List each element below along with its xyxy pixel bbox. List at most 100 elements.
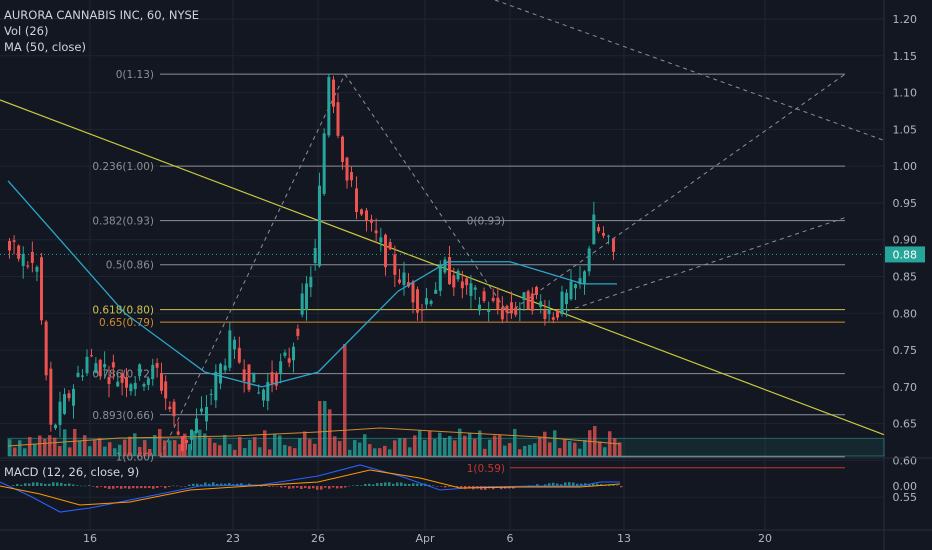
candle-body <box>365 210 368 222</box>
fib-level-label: 0(1.13) <box>116 69 154 81</box>
legend-ma[interactable]: MA (50, close) <box>4 40 86 54</box>
candle-body <box>270 372 274 384</box>
macd-histogram-bar <box>436 486 439 487</box>
macd-histogram-bar <box>68 483 71 486</box>
candle-body <box>402 272 406 286</box>
candle-body <box>510 302 513 314</box>
x-tick-label: 20 <box>758 532 772 545</box>
fib-diagonal <box>559 217 846 314</box>
macd-histogram-bar <box>364 483 367 486</box>
macd-histogram-bar <box>376 483 379 486</box>
candle-body <box>345 157 349 181</box>
macd-histogram-bar <box>460 486 463 488</box>
volume-bar <box>538 436 542 456</box>
candle-body <box>205 406 208 422</box>
macd-histogram-bar <box>536 484 539 486</box>
macd-histogram-bar <box>448 486 451 487</box>
volume-bar <box>93 440 97 456</box>
volume-bar <box>153 435 157 456</box>
macd-histogram-bar <box>184 486 187 487</box>
volume-bar <box>308 439 312 456</box>
macd-histogram-bar <box>372 484 375 486</box>
volume-bar <box>103 446 107 456</box>
candle-body <box>146 378 150 385</box>
fib-diagonal <box>344 73 509 314</box>
candle-body <box>547 309 551 315</box>
volume-bar <box>13 447 17 456</box>
candle-body <box>452 275 456 288</box>
candle-body <box>49 368 53 425</box>
volume-bar <box>418 430 422 456</box>
y-tick-label: 0.90 <box>893 234 918 247</box>
candle-body <box>103 364 107 368</box>
macd-histogram-bar <box>40 483 43 486</box>
volume-bar <box>398 438 402 456</box>
volume-bar <box>548 442 552 456</box>
macd-histogram-bar <box>412 483 415 486</box>
candle-body <box>195 418 198 433</box>
legend-symbol[interactable]: AURORA CANNABIS INC, 60, NYSE <box>4 8 200 22</box>
candle-body <box>443 259 447 273</box>
candle-body <box>473 287 477 290</box>
candle-body <box>514 307 518 315</box>
macd-histogram-bar <box>588 483 591 486</box>
candle-body <box>551 317 555 320</box>
candle-body <box>257 392 261 394</box>
macd-histogram-bar <box>176 485 179 487</box>
candle-body <box>543 310 547 320</box>
candle-body <box>164 381 168 399</box>
macd-histogram-bar <box>356 485 359 486</box>
volume-bar <box>108 442 112 456</box>
y-tick-label: 0.70 <box>893 381 918 394</box>
macd-histogram-bar <box>320 486 323 490</box>
macd-histogram-bar <box>204 482 207 486</box>
volume-bar <box>433 439 437 456</box>
last-price-label: 0.88 <box>893 248 918 261</box>
candle-body <box>296 328 300 336</box>
candle-body <box>76 372 80 377</box>
volume-bar <box>58 446 62 456</box>
candle-body <box>556 310 559 318</box>
macd-histogram-bar <box>548 483 551 486</box>
volume-bar <box>163 440 167 456</box>
volume-bar <box>513 428 517 456</box>
macd-histogram-bar <box>52 482 55 486</box>
volume-bar <box>238 437 242 456</box>
macd-histogram-bar <box>564 482 567 486</box>
candle-body <box>26 265 30 267</box>
candle-body <box>35 266 39 272</box>
volume-bar <box>278 435 282 456</box>
x-tick-label: 6 <box>507 532 514 545</box>
candle-body <box>370 219 373 223</box>
candle-body <box>456 270 460 280</box>
y-tick-label: 0.95 <box>893 197 918 210</box>
candle-body <box>500 307 504 320</box>
candle-body <box>505 305 509 313</box>
macd-histogram-bar <box>168 486 171 487</box>
volume-bar <box>68 447 72 456</box>
volume-bar <box>483 448 487 456</box>
macd-histogram-bar <box>160 486 163 487</box>
candle-body <box>17 245 21 259</box>
macd-histogram-bar <box>268 486 271 487</box>
legend-volume[interactable]: Vol (26) <box>4 24 49 38</box>
volume-bar <box>388 449 392 456</box>
macd-histogram-bar <box>560 484 563 486</box>
macd-histogram-bar <box>212 482 215 486</box>
candle-body <box>237 347 241 363</box>
candle-body <box>416 289 419 313</box>
macd-histogram-bar <box>100 486 103 487</box>
candle-body <box>262 389 265 401</box>
volume-bar <box>283 444 287 456</box>
legend-macd[interactable]: MACD (12, 26, close, 9) <box>4 465 140 479</box>
volume-bar <box>268 449 272 456</box>
volume-bar <box>218 445 222 456</box>
candle-body <box>190 429 193 440</box>
macd-histogram-bar <box>400 482 403 486</box>
volume-bar <box>608 431 612 456</box>
macd-signal-line <box>0 469 621 506</box>
candle-body <box>200 408 203 412</box>
macd-histogram-bar <box>444 486 447 488</box>
